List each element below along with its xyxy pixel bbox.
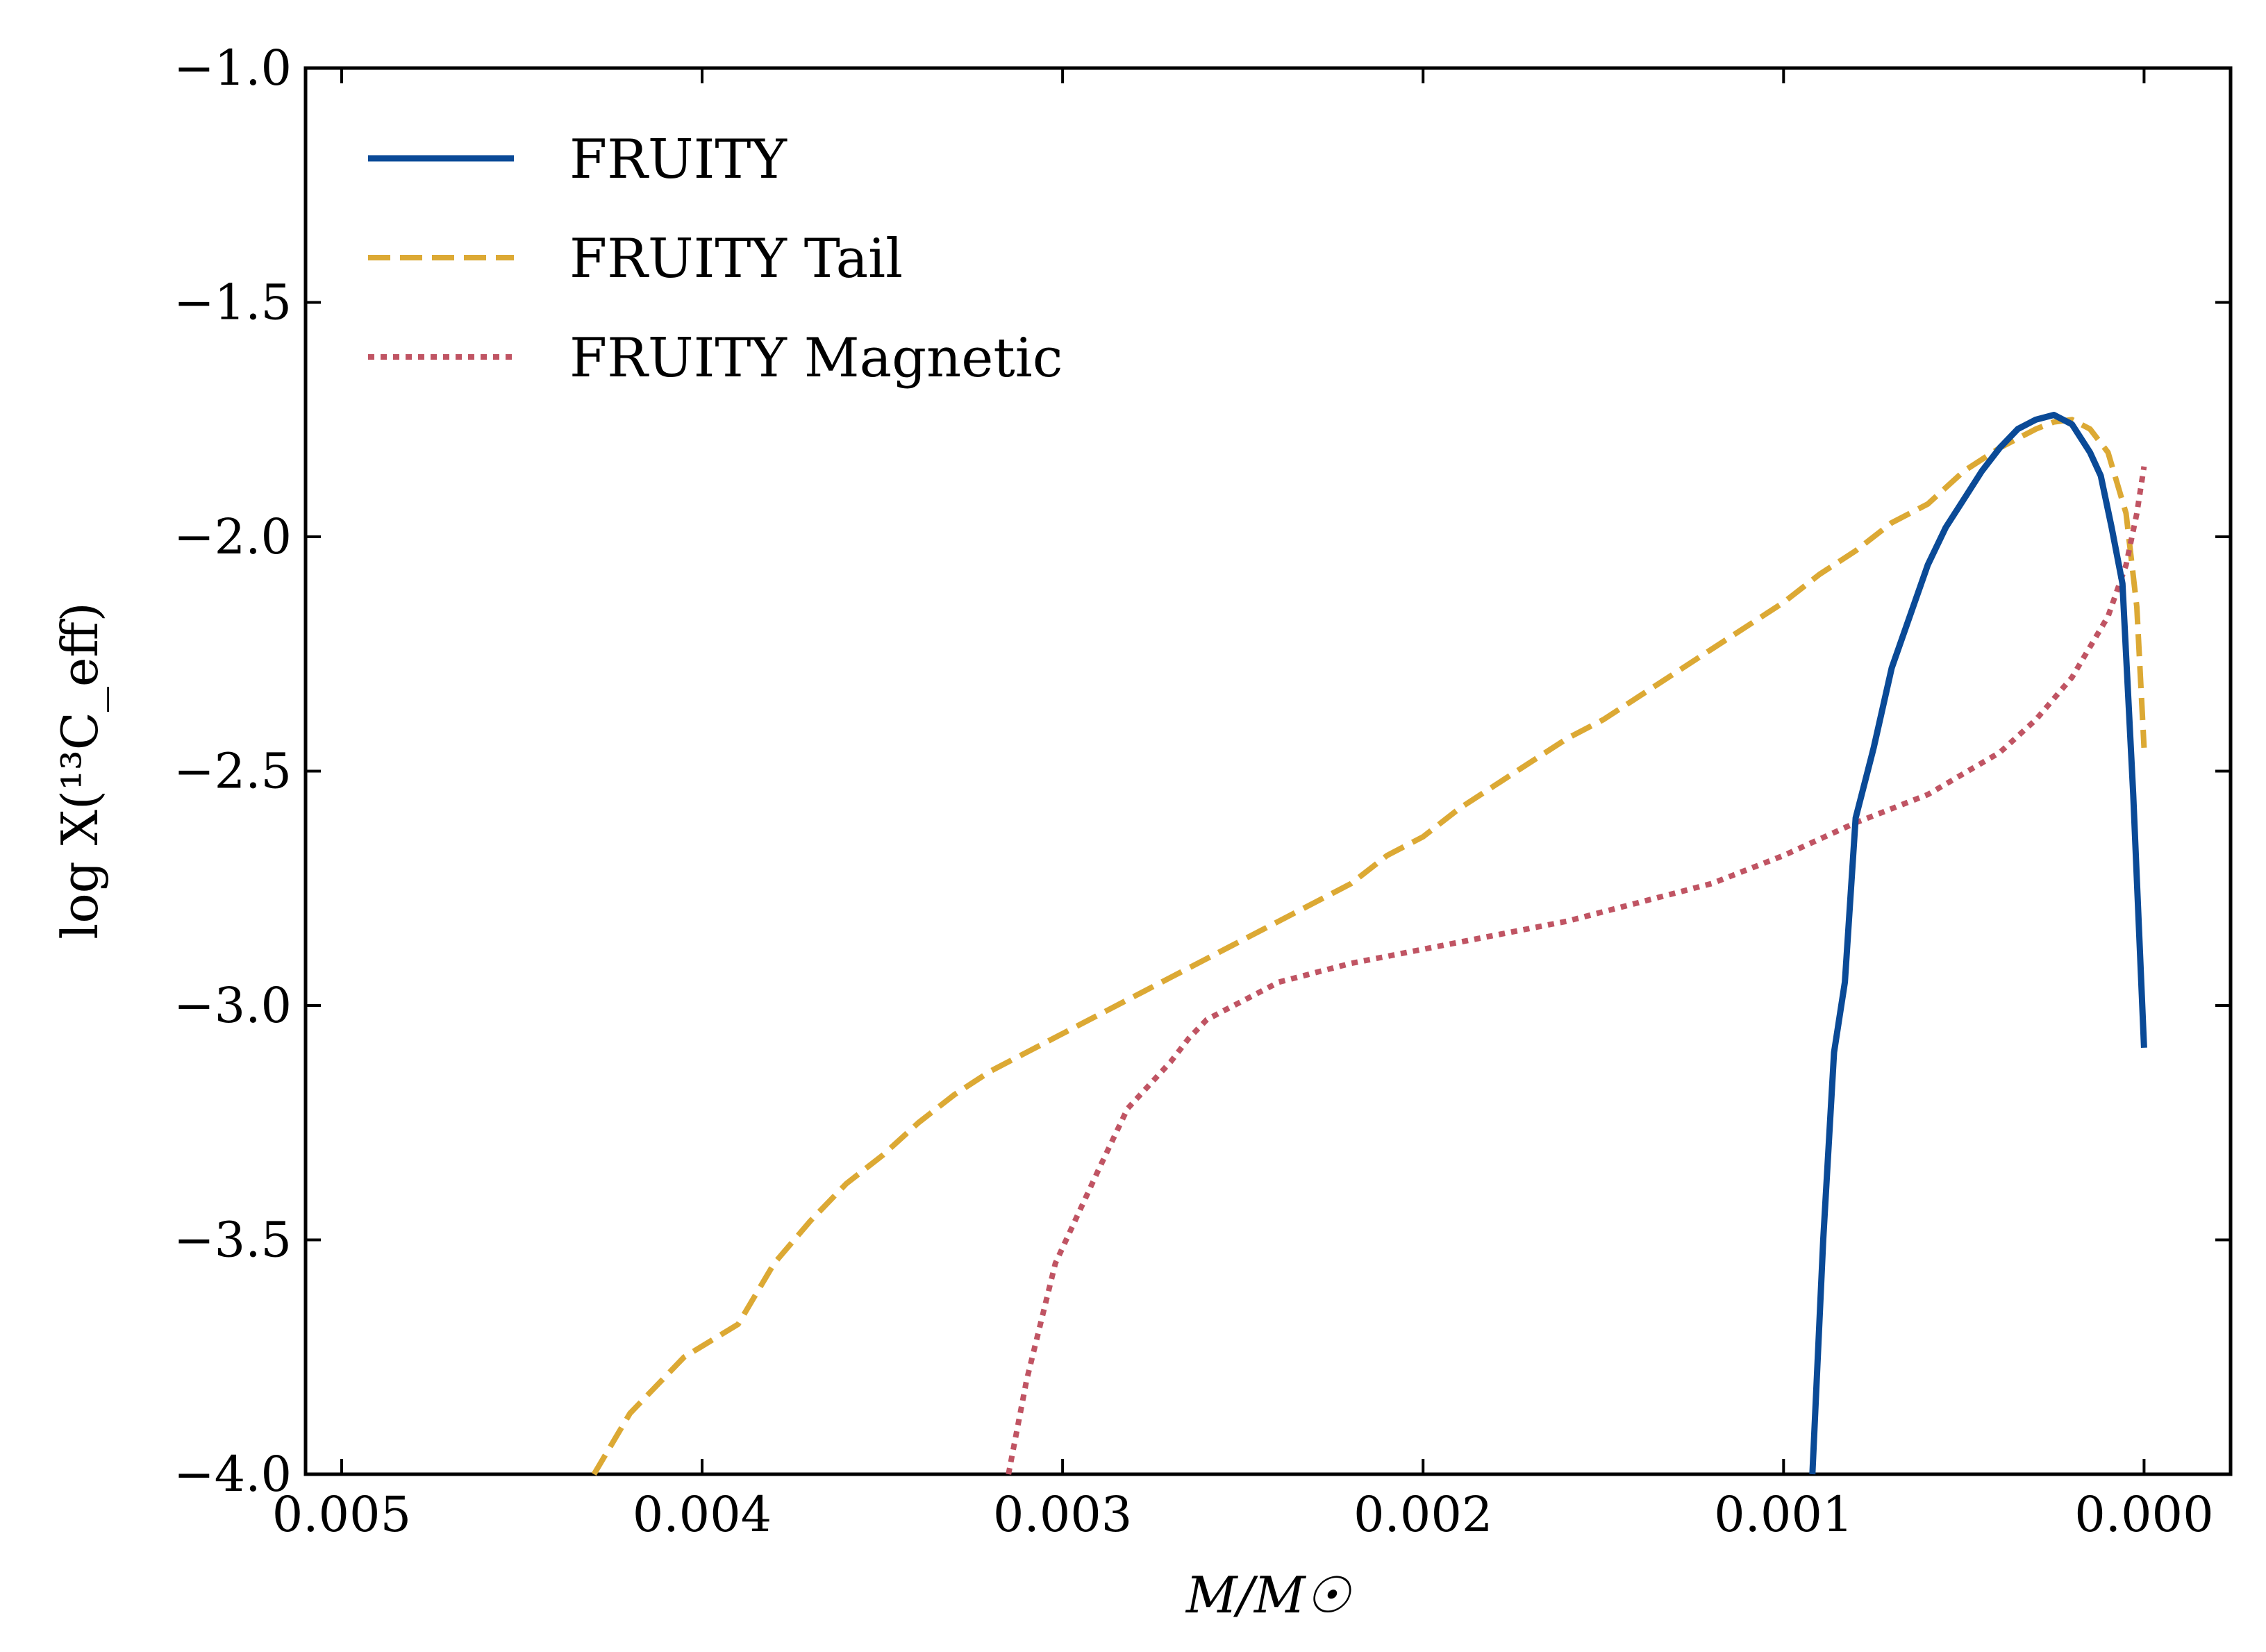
y-tick-label: −1.0 — [174, 40, 292, 97]
x-axis-label: M/M☉ — [1185, 1566, 1352, 1624]
legend-label: FRUITY — [569, 128, 788, 191]
y-tick-label: −2.0 — [174, 508, 292, 565]
x-tick-label: 0.005 — [272, 1486, 411, 1543]
x-tick-label: 0.000 — [2074, 1486, 2213, 1543]
series-line-fruity — [1809, 412, 2147, 1475]
series-line-fruity-tail — [591, 417, 2147, 1476]
y-axis-label: log X(¹³C_eff) — [51, 602, 109, 939]
x-tick-label: 0.004 — [633, 1486, 772, 1543]
y-tick-label: −2.5 — [174, 743, 292, 800]
y-tick-label: −1.5 — [174, 274, 292, 331]
y-tick-label: −3.5 — [174, 1212, 292, 1269]
y-tick-label: −4.0 — [174, 1446, 292, 1503]
x-tick-label: 0.003 — [993, 1486, 1132, 1543]
y-tick-label: −3.0 — [174, 977, 292, 1034]
series-layer — [591, 412, 2147, 1476]
x-tick-label: 0.002 — [1353, 1486, 1492, 1543]
legend-label: FRUITY Tail — [569, 228, 903, 290]
legend: FRUITY FRUITY Tail FRUITY Magnetic — [368, 128, 1063, 390]
x-tick-label: 0.001 — [1714, 1486, 1853, 1543]
legend-label: FRUITY Magnetic — [569, 327, 1063, 390]
tick-group: 0.005 0.004 0.003 0.002 0.001 0.000 −1.0 −1.5 −2… — [174, 40, 2231, 1543]
